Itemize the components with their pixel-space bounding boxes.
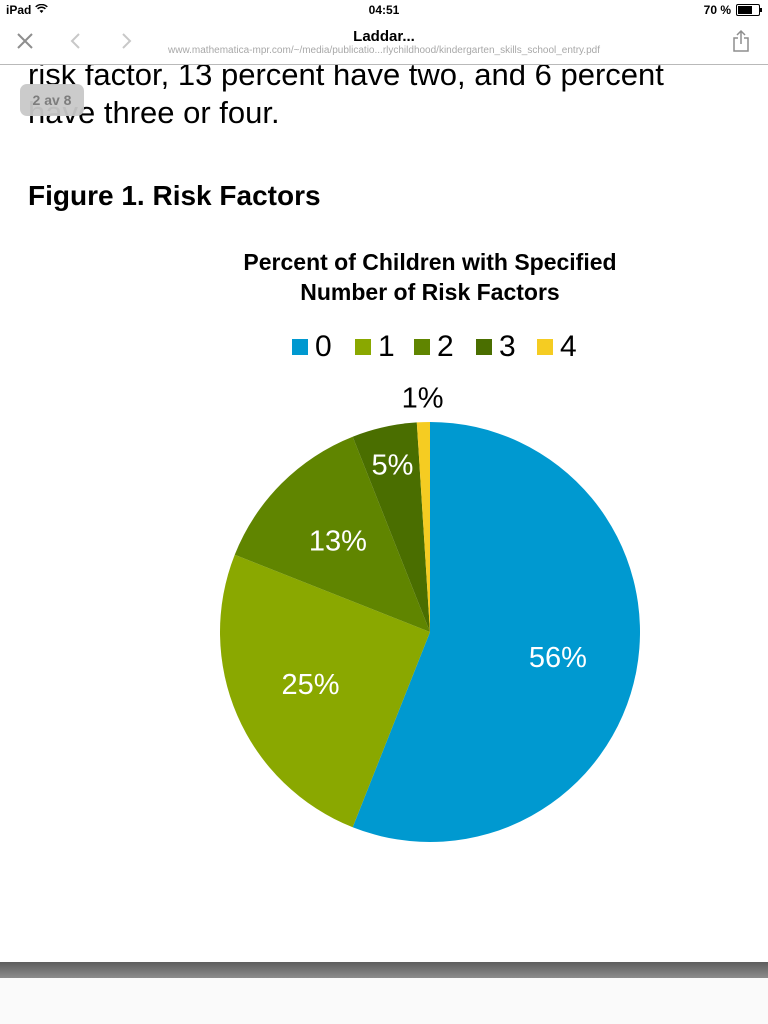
chart-legend: 0 1 2 3 4 — [292, 330, 577, 363]
pie-chart: Percent of Children with Specified Numbe… — [220, 249, 641, 842]
legend-label-2: 2 — [437, 330, 454, 363]
legend-swatch-4 — [537, 339, 553, 355]
intro-paragraph: risk factor, 13 percent have two, and 6 … — [28, 56, 748, 132]
wifi-icon — [35, 3, 49, 17]
legend-label-4: 4 — [560, 330, 577, 363]
legend-swatch-1 — [355, 339, 371, 355]
device-name: iPad — [6, 3, 32, 17]
legend-swatch-0 — [292, 339, 308, 355]
close-icon — [17, 33, 33, 49]
chart-title-line-2: Number of Risk Factors — [300, 279, 559, 305]
legend-label-3: 3 — [499, 330, 516, 363]
legend-label-0: 0 — [315, 330, 332, 363]
clock: 04:51 — [368, 3, 400, 17]
share-button[interactable] — [726, 24, 756, 58]
share-icon — [733, 29, 749, 52]
pie-label-2: 13% — [309, 525, 367, 557]
forward-icon — [122, 33, 132, 49]
legend-label-1: 1 — [378, 330, 395, 363]
back-icon — [70, 33, 80, 49]
legend-swatch-2 — [414, 339, 430, 355]
document-page: risk factor, 13 percent have two, and 6 … — [28, 56, 748, 842]
page-url[interactable]: www.mathematica-mpr.com/~/media/publicat… — [168, 45, 600, 56]
forward-button[interactable] — [112, 24, 142, 58]
back-button[interactable] — [60, 24, 90, 58]
page-indicator: 2 av 8 — [20, 84, 84, 116]
battery-fill — [738, 6, 752, 14]
bottom-area — [0, 978, 768, 1024]
status-bar: iPad 04:51 70 % — [0, 0, 768, 20]
browser-toolbar: Laddar... www.mathematica-mpr.com/~/medi… — [0, 20, 768, 65]
close-button[interactable] — [10, 24, 40, 58]
pie-labels: 56% 25% 13% 5% 1% — [281, 382, 586, 701]
pie-slice-3 — [352, 422, 430, 632]
pie-label-4: 1% — [402, 382, 444, 414]
battery-icon — [736, 4, 762, 16]
chart-title-line-1: Percent of Children with Specified — [243, 249, 616, 275]
pie-label-1: 25% — [281, 669, 339, 701]
battery-percent: 70 % — [703, 3, 731, 17]
pie-slice-2 — [234, 436, 430, 632]
page-title: Laddar... — [353, 28, 415, 45]
intro-line-2: have three or four. — [28, 95, 280, 130]
figure-title: Figure 1. Risk Factors — [28, 180, 321, 211]
pie-slice-0 — [352, 422, 641, 842]
legend-swatch-3 — [476, 339, 492, 355]
pie-label-3: 5% — [371, 449, 413, 481]
pie-slice-4 — [416, 422, 430, 632]
pie-label-0: 56% — [529, 642, 587, 674]
pie-slices — [220, 422, 641, 842]
pie-slice-1 — [220, 554, 430, 828]
page-bottom-shadow — [0, 962, 768, 978]
